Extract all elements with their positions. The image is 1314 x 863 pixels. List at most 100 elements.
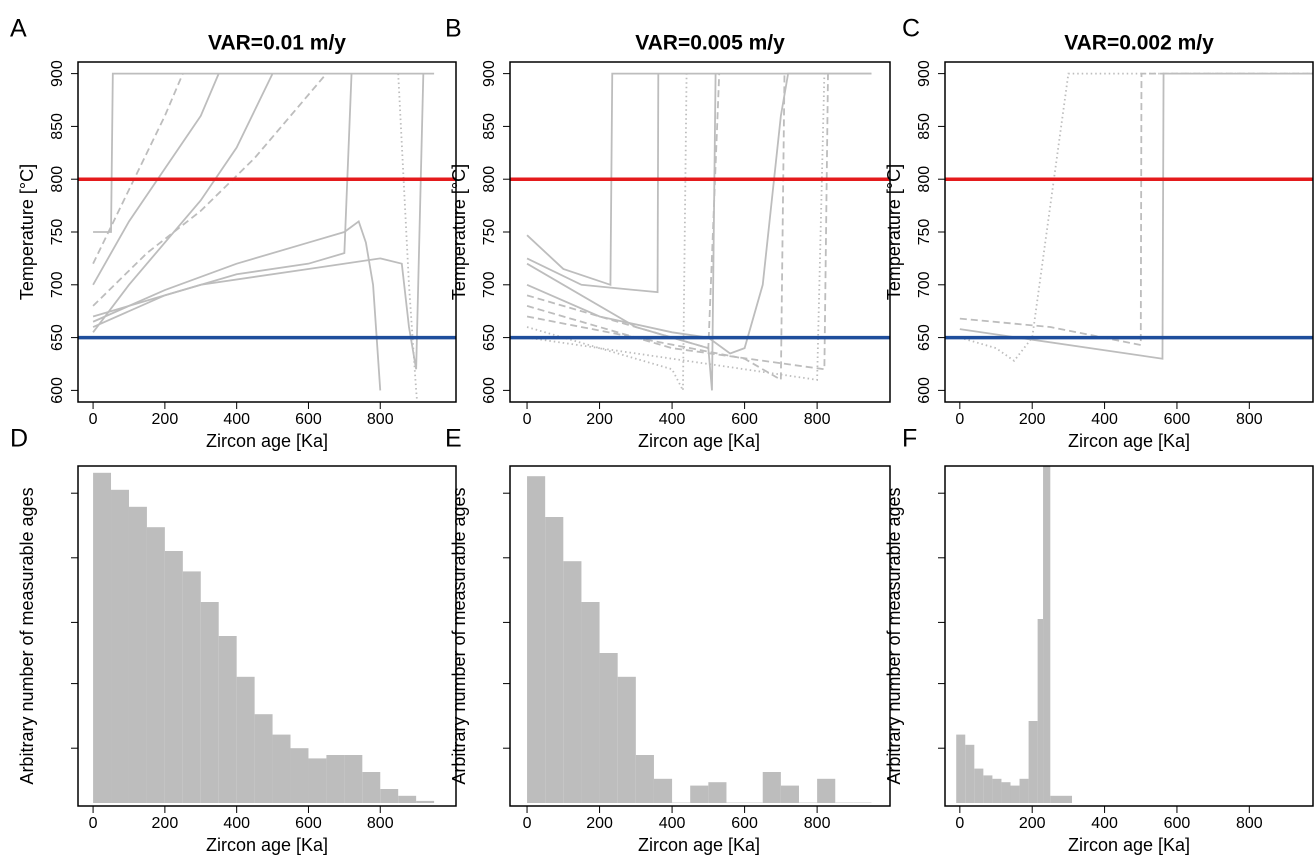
x-axis-label: Zircon age [Ka] bbox=[1068, 431, 1190, 451]
y-tick-label: 850 bbox=[481, 113, 498, 140]
histogram-bar bbox=[200, 602, 219, 803]
histogram-bar bbox=[762, 772, 781, 803]
histogram-bar bbox=[128, 506, 147, 803]
y-tick-label: 650 bbox=[916, 324, 933, 351]
y-tick-label: 850 bbox=[916, 113, 933, 140]
histogram-bar bbox=[344, 755, 363, 803]
plot-frame bbox=[509, 465, 891, 807]
temperature-path bbox=[526, 73, 786, 382]
temperature-path bbox=[92, 73, 220, 286]
temperature-path bbox=[92, 219, 382, 391]
y-tick-label: 750 bbox=[481, 219, 498, 246]
histogram-bar bbox=[111, 489, 129, 803]
histogram-bar bbox=[983, 775, 993, 803]
histogram-bar bbox=[326, 755, 345, 803]
y-tick-label: 800 bbox=[481, 166, 498, 193]
temperature-path bbox=[92, 73, 328, 307]
y-axis-label: Temperature [°C] bbox=[449, 164, 469, 300]
panel-letter: C bbox=[902, 15, 920, 43]
x-axis-label: Zircon age [Ka] bbox=[638, 835, 760, 855]
histogram-bar bbox=[182, 571, 201, 803]
panel-letter: D bbox=[10, 425, 28, 453]
histogram-bar bbox=[1050, 795, 1073, 803]
plot-area bbox=[527, 476, 872, 803]
histogram-bar bbox=[236, 676, 255, 803]
plot-area bbox=[945, 72, 1313, 363]
histogram-bar bbox=[527, 476, 546, 803]
y-tick-label: 900 bbox=[481, 60, 498, 87]
x-tick-label: 200 bbox=[1019, 815, 1046, 832]
y-tick-label: 900 bbox=[916, 60, 933, 87]
histogram-bar bbox=[1010, 785, 1020, 803]
x-tick-label: 0 bbox=[89, 411, 98, 428]
temperature-path bbox=[959, 72, 1313, 363]
plot-area bbox=[93, 472, 435, 803]
histogram-bar bbox=[308, 758, 327, 803]
temperature-path bbox=[526, 73, 688, 391]
histogram-bar bbox=[581, 602, 600, 803]
y-tick-label: 650 bbox=[49, 324, 66, 351]
temperature-path bbox=[959, 72, 1313, 360]
histogram-bar bbox=[1043, 466, 1051, 803]
x-tick-label: 0 bbox=[89, 815, 98, 832]
temperature-path bbox=[92, 73, 274, 333]
temperature-path bbox=[92, 73, 353, 328]
x-tick-label: 200 bbox=[152, 411, 179, 428]
plot-frame bbox=[77, 465, 457, 807]
y-axis-label: Arbitrary number of measurable ages bbox=[449, 487, 469, 784]
x-tick-label: 0 bbox=[523, 411, 532, 428]
y-tick-label: 750 bbox=[49, 219, 66, 246]
temperature-path bbox=[92, 73, 184, 265]
x-tick-label: 400 bbox=[1091, 815, 1118, 832]
temperature-path bbox=[526, 72, 872, 355]
x-tick-label: 400 bbox=[659, 815, 686, 832]
y-tick-label: 900 bbox=[49, 60, 66, 87]
x-axis-label: Zircon age [Ka] bbox=[206, 835, 328, 855]
y-axis-label: Temperature [°C] bbox=[884, 164, 904, 300]
x-tick-label: 200 bbox=[586, 411, 613, 428]
temperature-path bbox=[526, 73, 660, 294]
chart-title: VAR=0.002 m/y bbox=[1064, 32, 1214, 55]
histogram-bar bbox=[817, 778, 836, 803]
y-axis-label: Arbitrary number of measurable ages bbox=[17, 487, 37, 784]
x-tick-label: 200 bbox=[1019, 411, 1046, 428]
histogram-bar bbox=[599, 653, 618, 803]
temperature-path bbox=[93, 72, 435, 233]
panel-letter: A bbox=[10, 15, 27, 43]
panel: E 0 200 400 600 800 Zircon age [Ka] Arbitrary n… bbox=[445, 425, 891, 855]
panel-letter: B bbox=[445, 15, 462, 43]
x-tick-label: 800 bbox=[1236, 815, 1263, 832]
histogram-bar bbox=[974, 768, 984, 803]
histogram-bar bbox=[635, 755, 654, 803]
x-tick-label: 400 bbox=[1091, 411, 1118, 428]
y-tick-label: 700 bbox=[916, 271, 933, 298]
x-tick-label: 800 bbox=[1236, 411, 1263, 428]
y-tick-label: 600 bbox=[916, 377, 933, 404]
plot-frame bbox=[77, 61, 457, 403]
y-tick-label: 800 bbox=[49, 166, 66, 193]
x-tick-label: 0 bbox=[523, 815, 532, 832]
x-tick-label: 800 bbox=[804, 815, 831, 832]
y-tick-label: 750 bbox=[916, 219, 933, 246]
y-tick-label: 800 bbox=[916, 166, 933, 193]
x-tick-label: 0 bbox=[955, 411, 964, 428]
x-tick-label: 600 bbox=[295, 815, 322, 832]
histogram-bar bbox=[290, 748, 309, 803]
temperature-path bbox=[526, 73, 826, 381]
temperature-path bbox=[526, 72, 872, 287]
plot-area bbox=[78, 72, 456, 402]
x-tick-label: 800 bbox=[367, 411, 394, 428]
x-tick-label: 600 bbox=[1164, 815, 1191, 832]
plot-area bbox=[956, 466, 1073, 803]
x-tick-label: 200 bbox=[586, 815, 613, 832]
x-tick-label: 800 bbox=[804, 411, 831, 428]
y-tick-label: 700 bbox=[49, 271, 66, 298]
plot-frame bbox=[944, 61, 1314, 403]
x-axis-label: Zircon age [Ka] bbox=[206, 431, 328, 451]
x-tick-label: 600 bbox=[731, 411, 758, 428]
y-tick-label: 650 bbox=[481, 324, 498, 351]
histogram-bar bbox=[164, 551, 183, 803]
histogram-bar bbox=[563, 561, 582, 803]
y-tick-label: 700 bbox=[481, 271, 498, 298]
